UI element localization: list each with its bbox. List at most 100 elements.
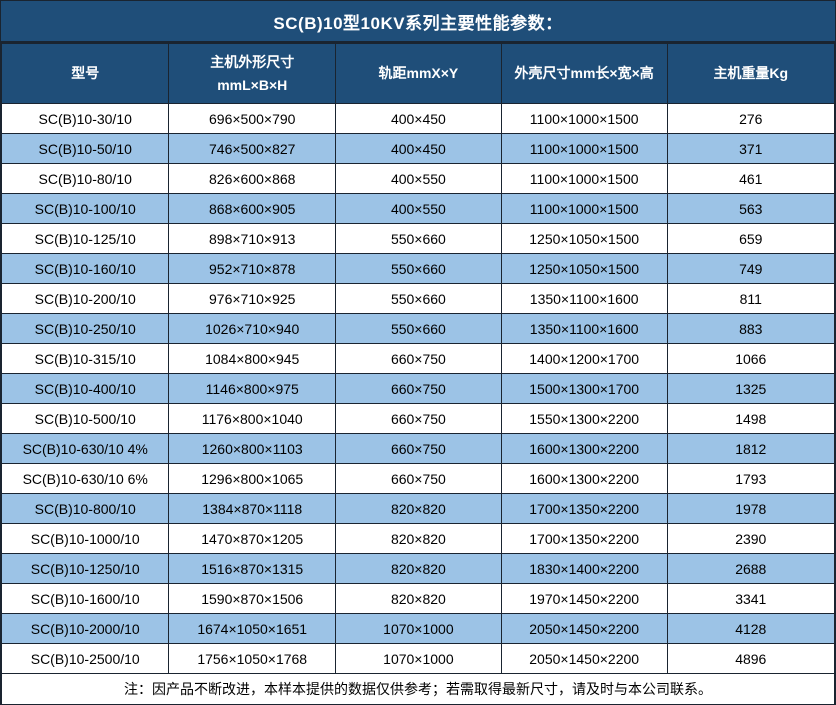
gauge-cell: 550×660 xyxy=(335,283,502,314)
shell-size-cell: 1350×1100×1600 xyxy=(500,283,668,314)
shell-size-cell: 1400×1200×1700 xyxy=(500,343,668,374)
shell-size-cell: 1700×1350×2200 xyxy=(500,493,668,524)
weight-cell: 659 xyxy=(666,223,836,254)
weight-cell: 811 xyxy=(666,283,836,314)
shell-size-cell: 1500×1300×1700 xyxy=(500,373,668,404)
dimensions-cell: 1516×870×1315 xyxy=(168,553,337,584)
dimensions-cell: 1084×800×945 xyxy=(168,343,337,374)
weight-cell: 371 xyxy=(666,133,836,164)
table-row: SC(B)10-2500/10 1756×1050×1768 1070×1000 20… xyxy=(0,643,836,674)
gauge-cell: 400×450 xyxy=(335,133,502,164)
weight-cell: 2390 xyxy=(666,523,836,554)
dimensions-cell: 746×500×827 xyxy=(168,133,337,164)
model-cell: SC(B)10-2500/10 xyxy=(0,643,170,674)
model-cell: SC(B)10-100/10 xyxy=(0,193,170,224)
model-cell: SC(B)10-200/10 xyxy=(0,283,170,314)
table-row: SC(B)10-1600/10 1590×870×1506 820×820 1970×… xyxy=(0,583,836,614)
dimensions-cell: 1260×800×1103 xyxy=(168,433,337,464)
table-row: SC(B)10-160/10 952×710×878 550×660 1250×105… xyxy=(0,253,836,284)
shell-size-cell: 1600×1300×2200 xyxy=(500,463,668,494)
gauge-cell: 660×750 xyxy=(335,343,502,374)
model-cell: SC(B)10-2000/10 xyxy=(0,613,170,644)
table-row: SC(B)10-315/10 1084×800×945 660×750 1400×12… xyxy=(0,343,836,374)
model-cell: SC(B)10-1250/10 xyxy=(0,553,170,584)
model-cell: SC(B)10-630/10 6% xyxy=(0,463,170,494)
gauge-cell: 550×660 xyxy=(335,313,502,344)
gauge-cell: 400×450 xyxy=(335,103,502,134)
col-header-shell-size: 外壳尺寸mm长×宽×高 xyxy=(500,43,668,104)
gauge-cell: 550×660 xyxy=(335,253,502,284)
table-row: SC(B)10-100/10 868×600×905 400×550 1100×100… xyxy=(0,193,836,224)
shell-size-cell: 1250×1050×1500 xyxy=(500,223,668,254)
dimensions-cell: 898×710×913 xyxy=(168,223,337,254)
weight-cell: 1325 xyxy=(666,373,836,404)
dimensions-cell: 1026×710×940 xyxy=(168,313,337,344)
weight-cell: 749 xyxy=(666,253,836,284)
dimensions-cell: 1146×800×975 xyxy=(168,373,337,404)
model-cell: SC(B)10-125/10 xyxy=(0,223,170,254)
table-row: SC(B)10-400/10 1146×800×975 660×750 1500×13… xyxy=(0,373,836,404)
gauge-cell: 820×820 xyxy=(335,583,502,614)
shell-size-cell: 1830×1400×2200 xyxy=(500,553,668,584)
shell-size-cell: 1550×1300×2200 xyxy=(500,403,668,434)
table-row: SC(B)10-630/10 6% 1296×800×1065 660×750 160… xyxy=(0,463,836,494)
weight-cell: 461 xyxy=(666,163,836,194)
weight-cell: 1066 xyxy=(666,343,836,374)
gauge-cell: 660×750 xyxy=(335,463,502,494)
dimensions-cell: 1176×800×1040 xyxy=(168,403,337,434)
col-header-dimensions: 主机外形尺寸 mmL×B×H xyxy=(168,43,337,104)
weight-cell: 276 xyxy=(666,103,836,134)
gauge-cell: 820×820 xyxy=(335,553,502,584)
note-row: 注：因产品不断改进，本样本提供的数据仅供参考；若需取得最新尺寸，请及时与本公司联… xyxy=(1,673,835,705)
shell-size-cell: 1350×1100×1600 xyxy=(500,313,668,344)
model-cell: SC(B)10-250/10 xyxy=(0,313,170,344)
col-header-gauge: 轨距mmX×Y xyxy=(335,43,502,104)
model-cell: SC(B)10-160/10 xyxy=(0,253,170,284)
weight-cell: 1498 xyxy=(666,403,836,434)
dimensions-cell: 696×500×790 xyxy=(168,103,337,134)
dimensions-cell: 868×600×905 xyxy=(168,193,337,224)
gauge-cell: 660×750 xyxy=(335,403,502,434)
model-cell: SC(B)10-50/10 xyxy=(0,133,170,164)
shell-size-cell: 2050×1450×2200 xyxy=(500,643,668,674)
shell-size-cell: 1100×1000×1500 xyxy=(500,193,668,224)
weight-cell: 4896 xyxy=(666,643,836,674)
weight-cell: 563 xyxy=(666,193,836,224)
shell-size-cell: 1970×1450×2200 xyxy=(500,583,668,614)
model-cell: SC(B)10-800/10 xyxy=(0,493,170,524)
gauge-cell: 820×820 xyxy=(335,493,502,524)
gauge-cell: 1070×1000 xyxy=(335,613,502,644)
table-row: SC(B)10-125/10 898×710×913 550×660 1250×105… xyxy=(0,223,836,254)
dimensions-cell: 952×710×878 xyxy=(168,253,337,284)
spec-table: 型号 主机外形尺寸 mmL×B×H 轨距mmX×Y 外壳尺寸mm长×宽×高 主机… xyxy=(0,43,836,705)
model-cell: SC(B)10-1000/10 xyxy=(0,523,170,554)
weight-cell: 4128 xyxy=(666,613,836,644)
gauge-cell: 1070×1000 xyxy=(335,643,502,674)
table-row: SC(B)10-500/10 1176×800×1040 660×750 1550×1… xyxy=(0,403,836,434)
model-cell: SC(B)10-500/10 xyxy=(0,403,170,434)
table-header-row: 型号 主机外形尺寸 mmL×B×H 轨距mmX×Y 外壳尺寸mm长×宽×高 主机… xyxy=(0,43,836,104)
note-text: 注：因产品不断改进，本样本提供的数据仅供参考；若需取得最新尺寸，请及时与本公司联… xyxy=(1,673,835,705)
shell-size-cell: 1100×1000×1500 xyxy=(500,133,668,164)
table-row: SC(B)10-1250/10 1516×870×1315 820×820 1830×… xyxy=(0,553,836,584)
dimensions-cell: 1756×1050×1768 xyxy=(168,643,337,674)
dimensions-cell: 826×600×868 xyxy=(168,163,337,194)
dimensions-cell: 1384×870×1118 xyxy=(168,493,337,524)
dimensions-cell: 1674×1050×1651 xyxy=(168,613,337,644)
dimensions-cell: 1470×870×1205 xyxy=(168,523,337,554)
table-row: SC(B)10-50/10 746×500×827 400×450 1100×1000… xyxy=(0,133,836,164)
gauge-cell: 400×550 xyxy=(335,163,502,194)
model-cell: SC(B)10-400/10 xyxy=(0,373,170,404)
gauge-cell: 820×820 xyxy=(335,523,502,554)
col-header-weight: 主机重量Kg xyxy=(666,43,836,104)
gauge-cell: 550×660 xyxy=(335,223,502,254)
weight-cell: 1812 xyxy=(666,433,836,464)
weight-cell: 883 xyxy=(666,313,836,344)
gauge-cell: 660×750 xyxy=(335,433,502,464)
dimensions-cell: 1296×800×1065 xyxy=(168,463,337,494)
shell-size-cell: 2050×1450×2200 xyxy=(500,613,668,644)
table-row: SC(B)10-2000/10 1674×1050×1651 1070×1000 20… xyxy=(0,613,836,644)
col-header-model: 型号 xyxy=(0,43,170,104)
table-row: SC(B)10-800/10 1384×870×1118 820×820 1700×1… xyxy=(0,493,836,524)
gauge-cell: 660×750 xyxy=(335,373,502,404)
